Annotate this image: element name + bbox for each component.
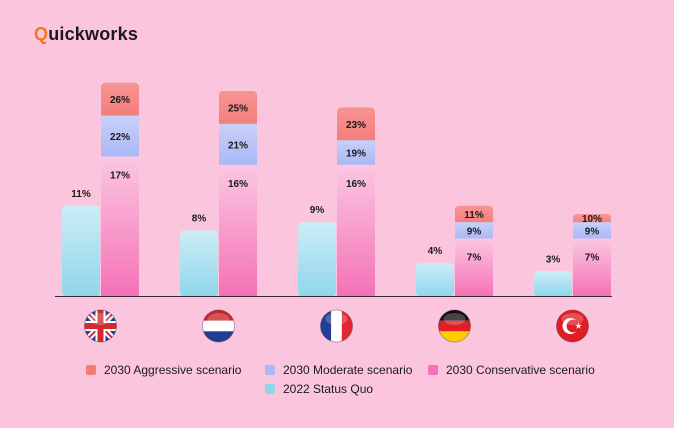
legend-swatch-aggressive	[86, 365, 96, 375]
label-conservative-france: 16%	[346, 179, 366, 190]
legend-item-status-quo: 2022 Status Quo	[265, 382, 373, 396]
legend-item-moderate: 2030 Moderate scenario	[265, 363, 412, 377]
bar-moderate-uk	[101, 115, 139, 157]
legend-label-aggressive: 2030 Aggressive scenario	[104, 363, 242, 377]
bar-status-quo-france	[298, 222, 336, 296]
bar-status-quo-uk	[62, 205, 100, 296]
germany-flag-icon	[438, 309, 471, 343]
label-moderate-turkey: 9%	[585, 226, 600, 237]
label-moderate-france: 19%	[346, 149, 366, 160]
legend-label-moderate: 2030 Moderate scenario	[283, 363, 413, 377]
netherlands-flag-icon	[202, 309, 235, 343]
bar-conservative-france	[337, 164, 375, 296]
label-aggressive-france: 23%	[346, 120, 366, 131]
label-aggressive-germany: 11%	[464, 210, 484, 221]
uk-flag-icon	[84, 309, 117, 343]
bar-conservative-netherlands	[219, 164, 257, 296]
legend-item-conservative: 2030 Conservative scenario	[428, 363, 595, 377]
bar-aggressive-germany	[455, 205, 493, 227]
bar-conservative-uk	[101, 156, 139, 296]
label-status-quo-germany: 4%	[428, 246, 443, 257]
brand-logo: Quickworks	[34, 24, 138, 45]
label-conservative-germany: 7%	[467, 253, 482, 264]
bar-moderate-turkey	[573, 222, 611, 239]
brand-logo-prefix: Q	[34, 24, 49, 44]
label-aggressive-uk: 26%	[110, 95, 130, 106]
label-status-quo-turkey: 3%	[546, 254, 561, 265]
label-aggressive-turkey: 10%	[582, 214, 602, 225]
brand-logo-text: uickworks	[48, 24, 139, 44]
legend-swatch-conservative	[428, 365, 438, 375]
bar-moderate-netherlands	[219, 123, 257, 165]
legend-label-status-quo: 2022 Status Quo	[283, 382, 374, 396]
bar-status-quo-germany	[416, 263, 454, 296]
label-status-quo-france: 9%	[310, 205, 325, 216]
label-status-quo-netherlands: 8%	[192, 213, 207, 224]
bar-moderate-france	[337, 140, 375, 165]
label-aggressive-netherlands: 25%	[228, 103, 248, 114]
label-conservative-turkey: 7%	[585, 253, 600, 264]
label-conservative-netherlands: 16%	[228, 179, 248, 190]
bar-chart: 11% 26% 22% 17% 8% 25% 21% 16% 9% 23% 19% 16% 4% 11% 9…	[55, 82, 612, 343]
bar-moderate-germany	[455, 222, 493, 239]
label-moderate-germany: 9%	[467, 226, 482, 237]
france-flag-icon	[320, 309, 353, 343]
label-status-quo-uk: 11%	[71, 189, 91, 200]
turkey-flag-icon	[556, 309, 589, 343]
bar-aggressive-france	[337, 107, 375, 145]
legend-swatch-moderate	[265, 365, 275, 375]
legend-swatch-status-quo	[265, 384, 275, 394]
legend-label-conservative: 2030 Conservative scenario	[446, 363, 595, 377]
label-moderate-uk: 22%	[110, 132, 130, 143]
bar-conservative-germany	[455, 238, 493, 296]
legend-item-aggressive: 2030 Aggressive scenario	[86, 363, 241, 377]
bar-aggressive-uk	[101, 82, 139, 120]
label-moderate-netherlands: 21%	[228, 140, 248, 151]
label-conservative-uk: 17%	[110, 171, 130, 182]
bar-conservative-turkey	[573, 238, 611, 296]
bar-status-quo-netherlands	[180, 230, 218, 296]
bar-status-quo-turkey	[534, 271, 572, 296]
bar-aggressive-netherlands	[219, 91, 257, 128]
